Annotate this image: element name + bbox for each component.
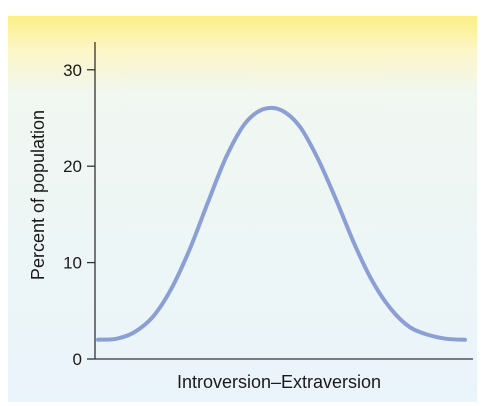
y-tick-label: 10	[63, 254, 82, 273]
y-tick-label: 0	[73, 350, 82, 369]
distribution-curve	[96, 105, 467, 342]
series-layer	[96, 105, 467, 342]
y-tick-label: 30	[63, 61, 82, 80]
y-tick-label: 20	[63, 157, 82, 176]
x-axis-label: Introversion–Extraversion	[177, 372, 381, 392]
y-axis-label: Percent of population	[28, 110, 48, 280]
chart-panel	[8, 16, 477, 402]
y-axis-ticks: 0 10 20 30	[63, 61, 95, 369]
